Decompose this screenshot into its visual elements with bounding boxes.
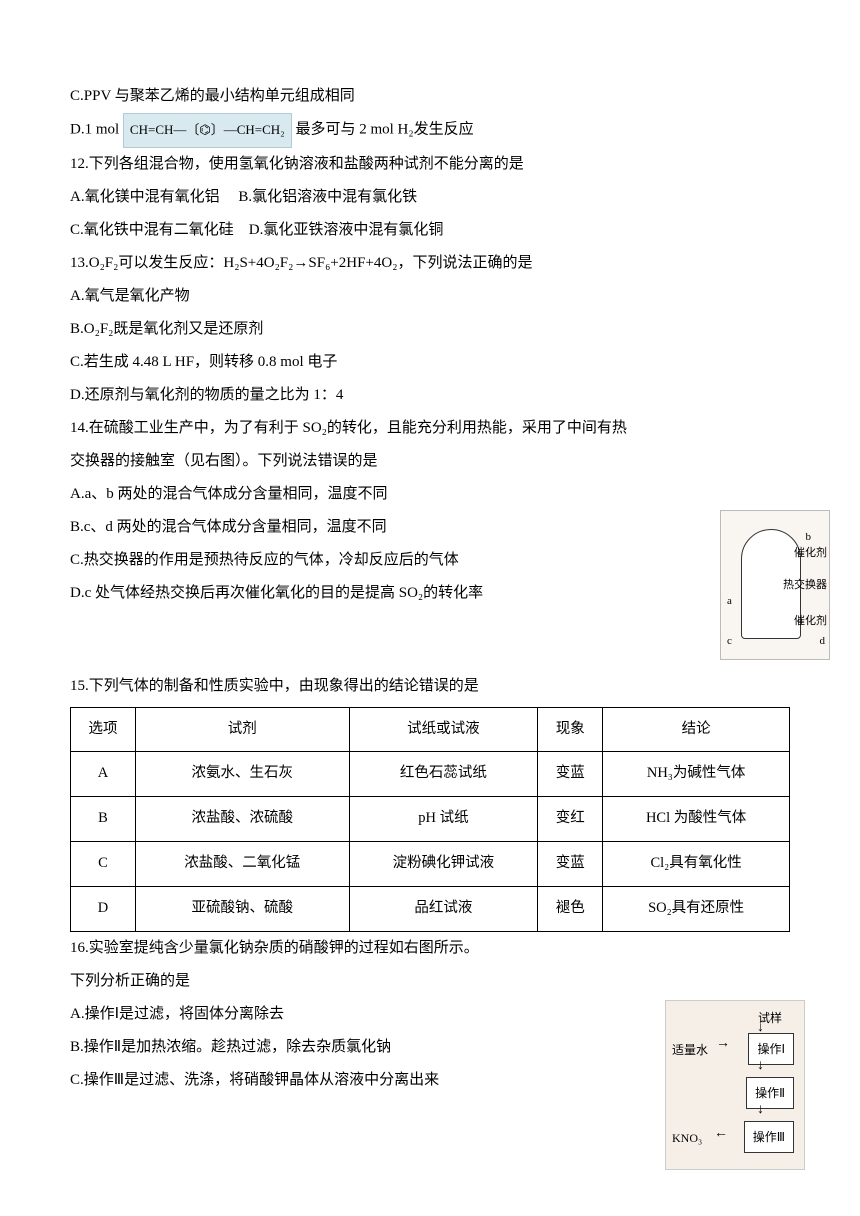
cell: 淀粉碘化钾试液	[349, 842, 538, 887]
q11-structure-image: CH=CH—〔⌬〕—CH=CH₂	[123, 113, 292, 148]
q16-a: A.操作Ⅰ是过滤，将固体分离除去	[70, 998, 680, 1031]
arrow-right-icon: →	[716, 1037, 730, 1051]
apparatus-diagram: 催化剂 热交换器 催化剂 a b c d	[720, 510, 830, 660]
q13-stem: 13.O₂F₂可以发生反应：H₂S+4O₂F₂→SF₆+2HF+4O₂，下列说法…	[70, 247, 790, 280]
table-row: D 亚硫酸钠、硫酸 品红试液 褪色 SO₂具有还原性	[71, 887, 790, 932]
cell: 浓盐酸、二氧化锰	[135, 842, 349, 887]
cell: C	[71, 842, 136, 887]
arrow-down-icon: ↓	[757, 1103, 764, 1117]
q14-a: A.a、b 两处的混合气体成分含量相同，温度不同	[70, 478, 680, 511]
q12-d: D.氯化亚铁溶液中混有氯化铜	[249, 222, 444, 238]
q13-a: A.氧气是氧化产物	[70, 280, 790, 313]
q12-stem: 12.下列各组混合物，使用氢氧化钠溶液和盐酸两种试剂不能分离的是	[70, 148, 790, 181]
q13-c: C.若生成 4.48 L HF，则转移 0.8 mol 电子	[70, 346, 790, 379]
q11-d-pre: D.1 mol	[70, 122, 119, 138]
fig-label-a: a	[727, 589, 732, 613]
flowchart-diagram: 试样 ↓ 适量水 → 操作Ⅰ ↓ 操作Ⅱ ↓ 操作Ⅲ ← KNO₃	[665, 1000, 805, 1170]
q11-d-post: 最多可与 2 mol H₂发生反应	[295, 122, 473, 138]
table-header-row: 选项 试剂 试纸或试液 现象 结论	[71, 707, 790, 752]
cell: D	[71, 887, 136, 932]
q14-c: C.热交换器的作用是预热待反应的气体，冷却反应后的气体	[70, 544, 680, 577]
q12-a: A.氧化镁中混有氧化铝	[70, 189, 220, 205]
flow-op2: 操作Ⅱ	[746, 1077, 794, 1109]
q12-ab: A.氧化镁中混有氧化铝 B.氯化铝溶液中混有氯化铁	[70, 181, 790, 214]
fig-label-c: c	[727, 629, 732, 653]
q14-stem1: 14.在硫酸工业生产中，为了有利于 SO₂的转化，且能充分利用热能，采用了中间有…	[70, 412, 680, 445]
cell: 变蓝	[538, 752, 603, 797]
fig-label-d: d	[820, 629, 826, 653]
q15-stem: 15.下列气体的制备和性质实验中，由现象得出的结论错误的是	[70, 670, 790, 703]
q14-b: B.c、d 两处的混合气体成分含量相同，温度不同	[70, 511, 680, 544]
table-row: A 浓氨水、生石灰 红色石蕊试纸 变蓝 NH₃为碱性气体	[71, 752, 790, 797]
cell: 褪色	[538, 887, 603, 932]
q15-table: 选项 试剂 试纸或试液 现象 结论 A 浓氨水、生石灰 红色石蕊试纸 变蓝 NH…	[70, 707, 790, 932]
q13-b: B.O₂F₂既是氧化剂又是还原剂	[70, 313, 790, 346]
q11-option-c: C.PPV 与聚苯乙烯的最小结构单元组成相同	[70, 80, 790, 113]
cell: A	[71, 752, 136, 797]
q14-d: D.c 处气体经热交换后再次催化氧化的目的是提高 SO₂的转化率	[70, 577, 680, 610]
cell: SO₂具有还原性	[603, 887, 790, 932]
cell: 浓盐酸、浓硫酸	[135, 797, 349, 842]
th-conclusion: 结论	[603, 707, 790, 752]
q16-stem2: 下列分析正确的是	[70, 965, 680, 998]
cell: 变蓝	[538, 842, 603, 887]
table-row: B 浓盐酸、浓硫酸 pH 试纸 变红 HCl 为酸性气体	[71, 797, 790, 842]
q14-stem2: 交换器的接触室（见右图）。下列说法错误的是	[70, 445, 680, 478]
flow-op1: 操作Ⅰ	[748, 1033, 794, 1065]
cell: HCl 为酸性气体	[603, 797, 790, 842]
th-reagent: 试剂	[135, 707, 349, 752]
th-option: 选项	[71, 707, 136, 752]
q16-c: C.操作Ⅲ是过滤、洗涤，将硝酸钾晶体从溶液中分离出来	[70, 1064, 680, 1097]
cell: 浓氨水、生石灰	[135, 752, 349, 797]
th-paper: 试纸或试液	[349, 707, 538, 752]
cell: 品红试液	[349, 887, 538, 932]
flow-op3: 操作Ⅲ	[744, 1121, 794, 1153]
q12-cd: C.氧化铁中混有二氧化硅 D.氯化亚铁溶液中混有氯化铜	[70, 214, 790, 247]
q14-figure: 催化剂 热交换器 催化剂 a b c d	[720, 510, 830, 660]
cell: 红色石蕊试纸	[349, 752, 538, 797]
q16-stem1: 16.实验室提纯含少量氯化钠杂质的硝酸钾的过程如右图所示。	[70, 932, 680, 965]
cell: Cl₂具有氧化性	[603, 842, 790, 887]
q12-c: C.氧化铁中混有二氧化硅	[70, 222, 234, 238]
cell: 亚硫酸钠、硫酸	[135, 887, 349, 932]
q13-d: D.还原剂与氧化剂的物质的量之比为 1：4	[70, 379, 790, 412]
q12-b: B.氯化铝溶液中混有氯化铁	[238, 189, 417, 205]
arrow-down-icon: ↓	[757, 1059, 764, 1073]
fig-label-b: b	[806, 525, 812, 549]
cell: NH₃为碱性气体	[603, 752, 790, 797]
th-phenomenon: 现象	[538, 707, 603, 752]
flow-kno3: KNO₃	[672, 1125, 702, 1151]
cell: B	[71, 797, 136, 842]
cell: pH 试纸	[349, 797, 538, 842]
arrow-left-icon: ←	[714, 1127, 728, 1141]
q16-b: B.操作Ⅱ是加热浓缩。趁热过滤，除去杂质氯化钠	[70, 1031, 680, 1064]
cell: 变红	[538, 797, 603, 842]
flow-water: 适量水	[672, 1037, 708, 1063]
q16-figure: 试样 ↓ 适量水 → 操作Ⅰ ↓ 操作Ⅱ ↓ 操作Ⅲ ← KNO₃	[665, 1000, 805, 1170]
q11-option-d: D.1 mol CH=CH—〔⌬〕—CH=CH₂ 最多可与 2 mol H₂发生…	[70, 113, 790, 148]
table-row: C 浓盐酸、二氧化锰 淀粉碘化钾试液 变蓝 Cl₂具有氧化性	[71, 842, 790, 887]
fig-label-exchanger: 热交换器	[783, 573, 827, 597]
